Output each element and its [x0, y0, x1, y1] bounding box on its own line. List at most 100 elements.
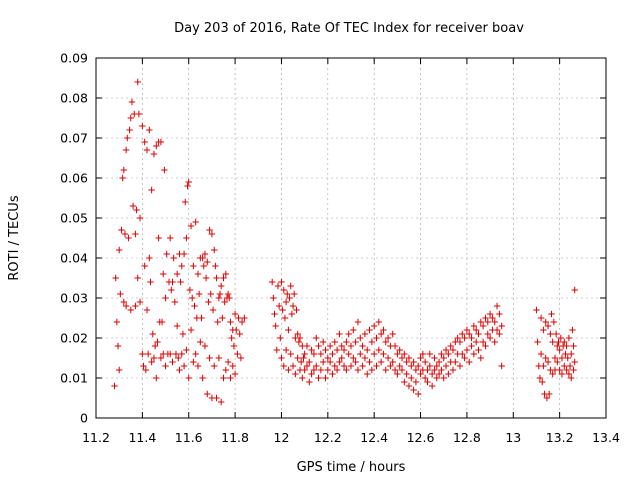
data-point: [201, 250, 209, 258]
data-point: [279, 306, 286, 314]
data-point: [217, 398, 225, 406]
data-point: [340, 362, 348, 370]
data-point: [565, 370, 573, 378]
data-point: [338, 354, 345, 362]
data-point: [222, 270, 230, 278]
x-tick-label: 12.4: [360, 430, 388, 445]
data-points: [111, 78, 578, 406]
data-point: [410, 358, 417, 366]
data-point: [180, 250, 188, 258]
y-tick-labels: 0 0.01 0.02 0.03 0.04 0.05 0.06 0.07 0.08 0.09: [60, 51, 88, 426]
data-point: [554, 342, 561, 350]
data-point: [187, 222, 195, 230]
data-point: [229, 362, 236, 370]
data-point: [169, 278, 176, 286]
data-point: [227, 374, 234, 382]
data-point: [317, 366, 325, 374]
data-point: [288, 310, 296, 318]
data-point: [417, 354, 424, 362]
data-point: [136, 298, 144, 306]
data-point: [544, 322, 552, 330]
data-point: [456, 338, 464, 346]
data-point: [568, 350, 575, 358]
data-point: [370, 322, 378, 330]
data-point: [445, 370, 452, 378]
data-point: [127, 114, 134, 122]
data-point: [410, 386, 417, 394]
data-point: [329, 370, 336, 378]
x-tick-label: 11.8: [221, 430, 249, 445]
data-point: [558, 370, 566, 378]
data-point: [405, 382, 413, 390]
data-point: [543, 394, 551, 402]
data-point: [112, 274, 119, 282]
data-point: [412, 378, 420, 386]
data-point: [336, 330, 343, 338]
data-point: [368, 338, 376, 346]
data-point: [533, 306, 540, 314]
data-point: [294, 354, 301, 362]
data-point: [571, 358, 578, 366]
data-point: [468, 342, 475, 350]
data-point: [426, 350, 434, 358]
data-point: [433, 362, 440, 370]
data-point: [396, 362, 403, 370]
data-point: [368, 366, 376, 374]
data-point: [552, 330, 560, 338]
data-point: [238, 318, 246, 326]
data-point: [463, 346, 471, 354]
data-point: [157, 354, 165, 362]
data-point: [357, 350, 364, 358]
data-point: [287, 282, 294, 290]
x-tick-label: 12: [274, 430, 290, 445]
data-point: [377, 358, 385, 366]
data-point: [166, 234, 174, 242]
data-point: [155, 234, 162, 242]
data-point: [370, 350, 378, 358]
data-point: [171, 298, 179, 306]
axis-ticks: [95, 57, 607, 419]
data-point: [568, 374, 575, 382]
data-point: [308, 346, 315, 354]
data-point: [317, 350, 325, 358]
data-point: [271, 310, 278, 318]
data-point: [273, 346, 281, 354]
data-point: [230, 342, 238, 350]
data-point: [345, 330, 352, 338]
x-tick-label: 12.8: [453, 430, 481, 445]
data-point: [233, 326, 240, 334]
data-point: [459, 350, 466, 358]
x-tick-label: 11.6: [175, 430, 203, 445]
data-point: [435, 370, 443, 378]
data-point: [424, 378, 431, 386]
data-point: [486, 310, 494, 318]
data-point: [280, 362, 287, 370]
data-point: [421, 358, 429, 366]
data-point: [394, 370, 401, 378]
data-point: [486, 334, 494, 342]
data-point: [153, 142, 160, 150]
data-point: [175, 354, 182, 362]
data-point: [350, 354, 357, 362]
data-point: [204, 258, 211, 266]
data-point: [442, 346, 450, 354]
data-point: [118, 226, 125, 234]
data-point: [384, 334, 392, 342]
data-point: [162, 362, 169, 370]
data-point: [557, 334, 564, 342]
data-point: [350, 326, 357, 334]
data-point: [303, 362, 311, 370]
data-point: [564, 354, 571, 362]
data-point: [280, 286, 287, 294]
data-point: [315, 342, 322, 350]
data-point: [403, 358, 410, 366]
data-point: [343, 338, 350, 346]
y-tick-label: 0.08: [60, 91, 88, 106]
data-point: [475, 346, 482, 354]
data-point: [324, 354, 332, 362]
data-point: [456, 362, 464, 370]
data-point: [275, 302, 283, 310]
data-point: [435, 358, 443, 366]
data-point: [135, 110, 143, 118]
data-point: [364, 346, 371, 354]
